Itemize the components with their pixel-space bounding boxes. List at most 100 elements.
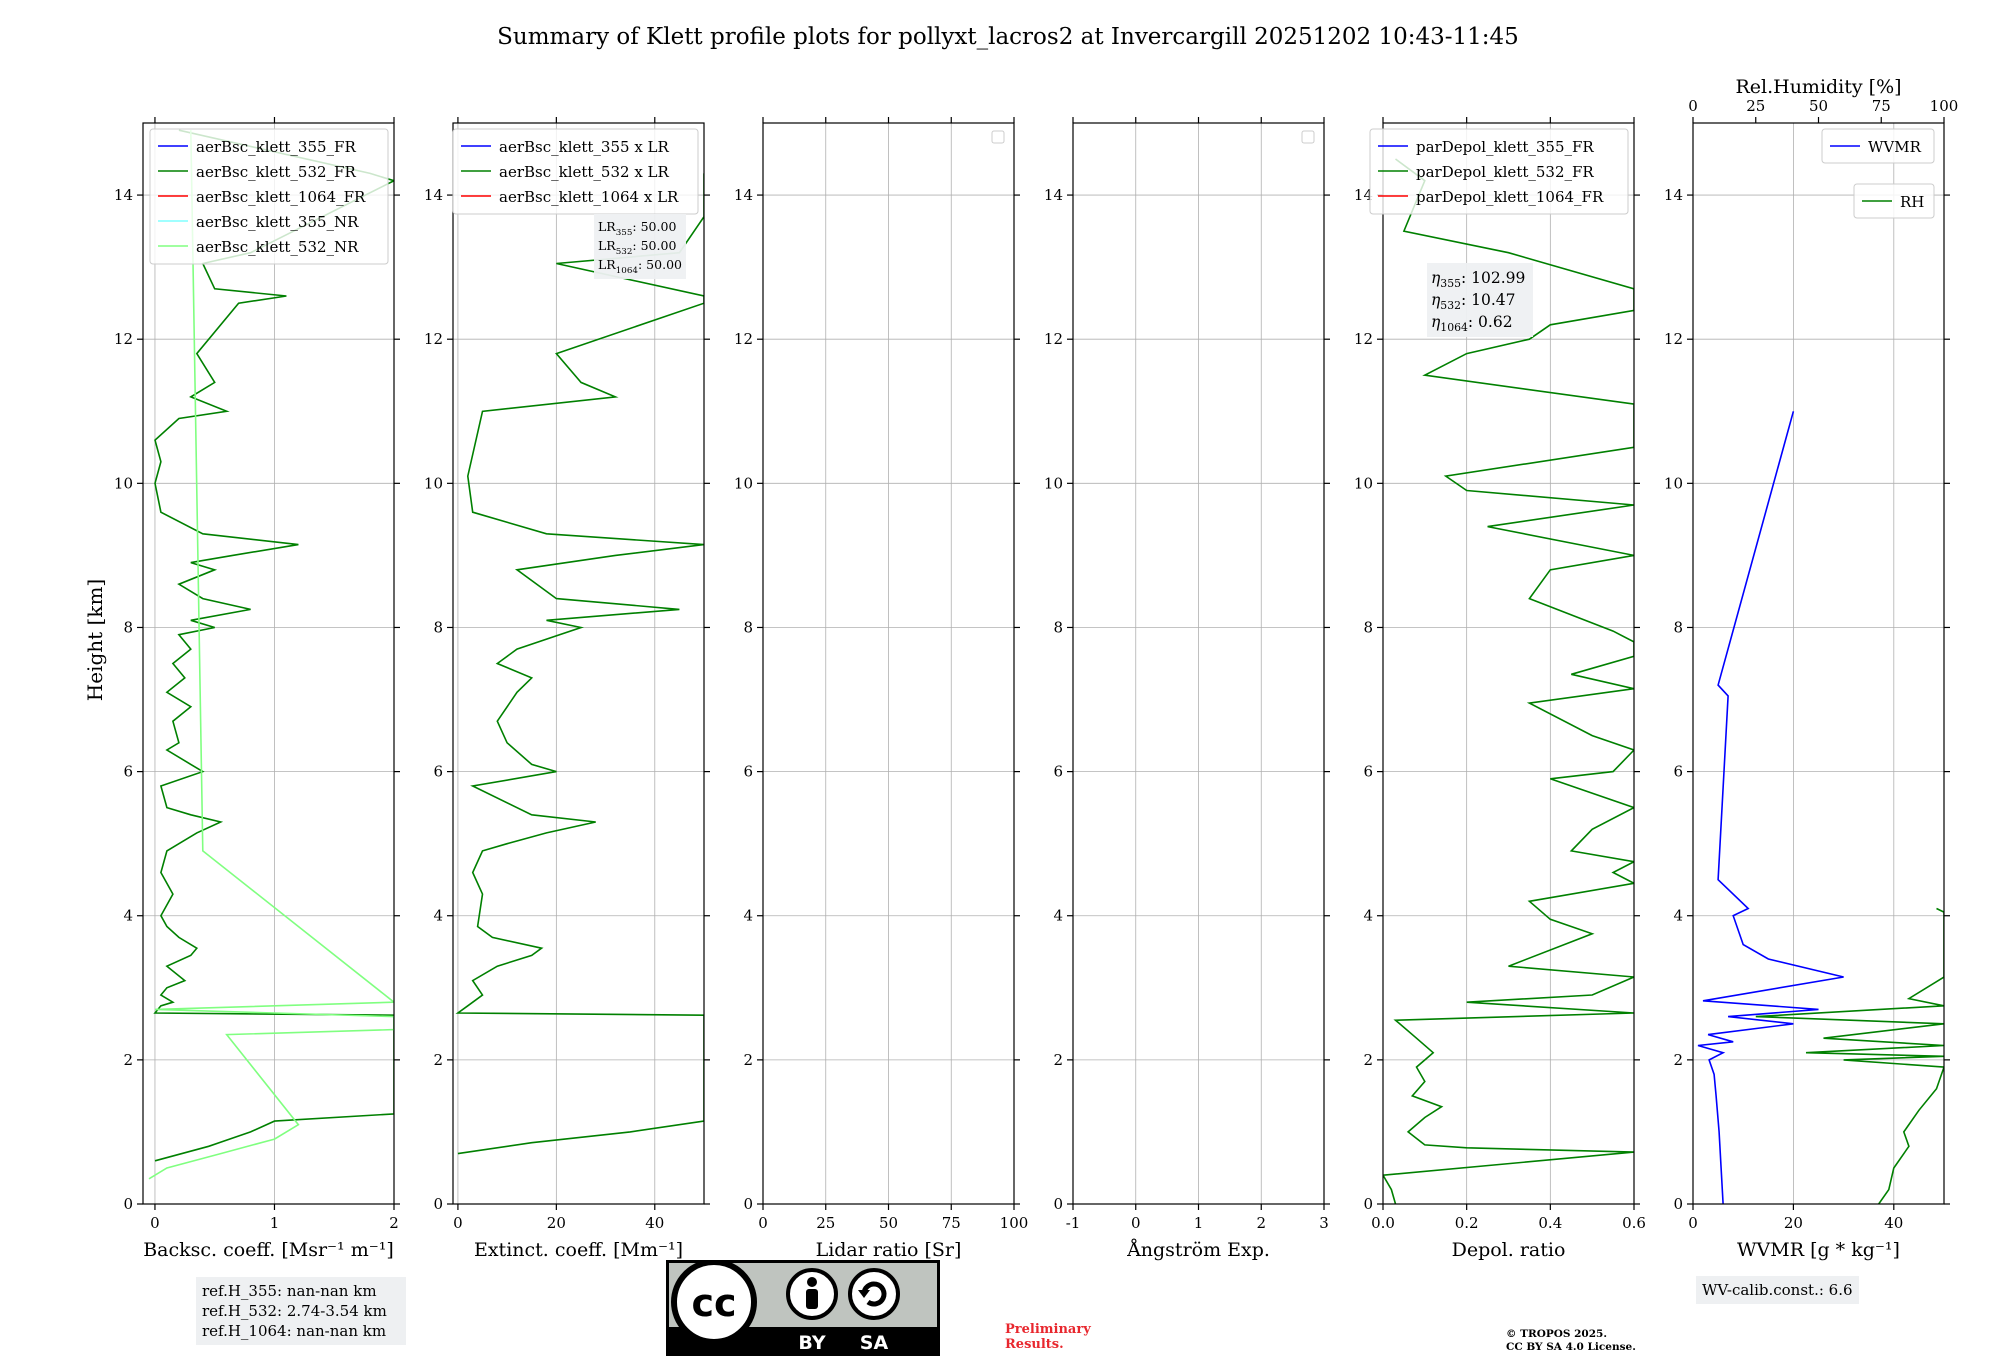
y-tick-label: 10 (734, 474, 753, 492)
series-parDepol_klett_532_FR (1383, 158, 1634, 1204)
y-tick-label: 6 (743, 763, 753, 781)
y-tick-label: 4 (1053, 907, 1063, 925)
y-tick-label: 14 (114, 186, 133, 204)
y-tick-label: 8 (433, 618, 443, 636)
legend-box (1369, 128, 1629, 215)
x-axis-label: Ångström Exp. (1126, 1239, 1270, 1261)
annotation-line: η355: 102.99 (1431, 269, 1525, 290)
x-tick-label: 2 (1256, 1214, 1266, 1232)
sa-text: SA (860, 1332, 889, 1354)
x-tick-label: 20 (547, 1214, 566, 1232)
x-tick-label: 3 (1319, 1214, 1329, 1232)
y-tick-label: 4 (743, 907, 753, 925)
y-tick-label: 0 (433, 1195, 443, 1213)
annotation-subscript: 532 (616, 247, 633, 257)
legend-label: aerBsc_klett_532 x LR (499, 163, 670, 181)
y-tick-label: 8 (1053, 618, 1063, 636)
annotation-subscript: 355 (616, 228, 633, 238)
legend-label: aerBsc_klett_355_NR (196, 213, 359, 231)
x2-tick-label: 100 (1930, 97, 1959, 115)
by-icon-head (807, 1277, 817, 1287)
annotation-subscript: 355 (1440, 277, 1461, 290)
by-icon-body (806, 1289, 818, 1309)
legend-box (1821, 128, 1935, 164)
annotation-symbol: LR (598, 219, 616, 234)
annotation-value: : 0.62 (1468, 313, 1513, 331)
panel-wvmr_rh: 0 20 40 0 2 4 6 8 10 12 14 WVMR [g * kg⁻¹] 0 25 50 75 10… (1664, 76, 1958, 1261)
annotation-symbol: LR (598, 238, 616, 253)
y-tick-label: 10 (1664, 474, 1683, 492)
y-tick-label: 12 (424, 330, 443, 348)
y-tick-label: 14 (1044, 186, 1063, 204)
x-axis-label: Backsc. coeff. [Msr⁻¹ m⁻¹] (143, 1239, 394, 1261)
y-tick-label: 14 (1354, 186, 1373, 204)
legend-label: aerBsc_klett_1064 x LR (499, 188, 679, 206)
legend-label: aerBsc_klett_1064_FR (196, 188, 366, 206)
y-tick-label: 0 (123, 1195, 133, 1213)
annotation-value: : 102.99 (1461, 269, 1525, 287)
preliminary-line-1: Preliminary (1005, 1322, 1091, 1337)
annotation-value: : 50.00 (632, 238, 676, 253)
x-tick-label: 0 (453, 1214, 463, 1232)
x-tick-label: 100 (1000, 1214, 1029, 1232)
y-tick-label: 8 (123, 618, 133, 636)
annotation-line: LR1064: 50.00 (598, 257, 682, 276)
y-tick-label: 6 (433, 763, 443, 781)
series-aerBsc_klett_532_FR (153, 129, 394, 1162)
legend-label: RH (1900, 193, 1924, 211)
x2-tick-label: 25 (1746, 97, 1765, 115)
annotation-line: LR532: 50.00 (598, 238, 676, 257)
x-axis-label: Extinct. coeff. [Mm⁻¹] (474, 1239, 683, 1261)
sa-icon-arrow (861, 1281, 887, 1307)
y-tick-label: 6 (1673, 763, 1683, 781)
y-tick-label: 2 (1053, 1051, 1063, 1069)
y-tick-label: 10 (424, 474, 443, 492)
y-tick-label: 2 (433, 1051, 443, 1069)
preliminary-line-2: Results. (1005, 1337, 1064, 1352)
x-tick-label: -1 (1066, 1214, 1081, 1232)
annotation-line: LR355: 50.00 (598, 219, 676, 238)
legend-label: aerBsc_klett_355 x LR (499, 138, 670, 156)
x-tick-label: 0.4 (1538, 1214, 1562, 1232)
wv-calib-box: WV-calib.const.: 6.6 (1696, 1276, 1859, 1304)
legend-label: aerBsc_klett_532_FR (196, 163, 356, 181)
y-tick-label: 8 (1363, 618, 1373, 636)
refh-532: ref.H_532: 2.74-3.54 km (202, 1302, 387, 1320)
y-tick-label: 4 (1673, 907, 1683, 925)
annotation-box (1427, 263, 1533, 337)
annotation-subscript: 1064 (1440, 321, 1468, 334)
legend-box (149, 128, 389, 265)
x-tick-label: 25 (816, 1214, 835, 1232)
y-tick-label: 0 (1363, 1195, 1373, 1213)
series-WVMR (1697, 411, 1844, 1204)
panel-extinction: 0 20 40 0 2 4 6 8 10 12 14 Extinct. coeff. [Mm⁻¹] ae… (424, 117, 710, 1261)
panel-lidar_ratio: 0 25 50 75 100 0 2 4 6 8 10 12 14 Lidar ratio [Sr] (734, 117, 1028, 1261)
annotation-line: η1064: 0.62 (1431, 313, 1513, 334)
x-tick-label: 2 (389, 1214, 399, 1232)
annotation-value: : 50.00 (632, 219, 676, 234)
y-tick-label: 14 (1664, 186, 1683, 204)
cc-icon (671, 1260, 757, 1345)
x-tick-label: 0 (1688, 1214, 1698, 1232)
x2-tick-label: 0 (1688, 97, 1698, 115)
x-tick-label: 0.0 (1371, 1214, 1395, 1232)
y-tick-label: 8 (743, 618, 753, 636)
series-aerBsc_klett_532 x LR (455, 173, 704, 1155)
y-tick-label: 12 (1664, 330, 1683, 348)
legend-empty (1301, 130, 1315, 144)
x-tick-label: 0 (150, 1214, 160, 1232)
series-RH (1755, 907, 1944, 1204)
refh-355: ref.H_355: nan-nan km (202, 1282, 377, 1300)
axes-frame (1382, 122, 1635, 1205)
y-tick-label: 8 (1673, 618, 1683, 636)
x-axis-label: Lidar ratio [Sr] (816, 1239, 962, 1261)
x-tick-label: 0 (1131, 1214, 1141, 1232)
y-tick-label: 10 (1354, 474, 1373, 492)
legend-empty (991, 130, 1005, 144)
annotation-symbol: LR (598, 257, 616, 272)
x2-tick-label: 50 (1809, 97, 1828, 115)
annotation-subscript: 532 (1440, 299, 1461, 312)
refh-1064: ref.H_1064: nan-nan km (202, 1322, 387, 1340)
y-tick-label: 0 (1673, 1195, 1683, 1213)
